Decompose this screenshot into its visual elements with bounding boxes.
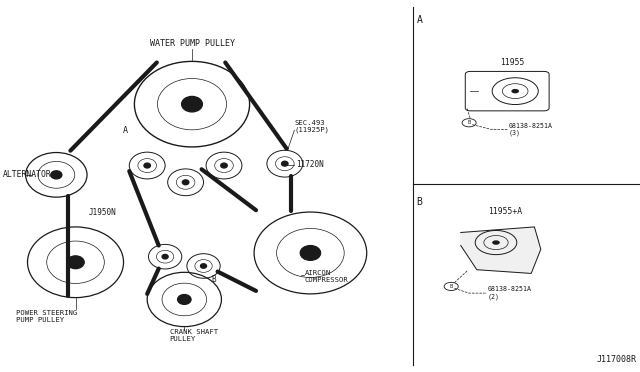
Ellipse shape xyxy=(511,89,519,93)
Text: 08138-8251A
(2): 08138-8251A (2) xyxy=(488,286,532,300)
Ellipse shape xyxy=(300,246,321,260)
Text: AIRCON
COMPRESSOR: AIRCON COMPRESSOR xyxy=(305,270,348,282)
Text: 08138-8251A
(3): 08138-8251A (3) xyxy=(509,123,553,136)
Ellipse shape xyxy=(221,163,227,168)
Ellipse shape xyxy=(144,163,150,168)
Text: J117008R: J117008R xyxy=(596,355,637,364)
Ellipse shape xyxy=(182,96,202,112)
Text: B: B xyxy=(211,275,216,284)
Text: J1950N: J1950N xyxy=(88,208,116,217)
Text: A: A xyxy=(123,126,128,135)
Ellipse shape xyxy=(162,254,168,259)
Text: CRANK SHAFT
PULLEY: CRANK SHAFT PULLEY xyxy=(170,329,218,342)
Text: 11955: 11955 xyxy=(500,58,524,67)
Text: WATER PUMP PULLEY: WATER PUMP PULLEY xyxy=(150,39,234,48)
Text: POWER STEERING
PUMP PULLEY: POWER STEERING PUMP PULLEY xyxy=(16,311,77,323)
Text: A: A xyxy=(417,15,422,25)
Text: 11955+A: 11955+A xyxy=(488,207,523,216)
Ellipse shape xyxy=(67,256,84,269)
Text: 11720N: 11720N xyxy=(296,160,323,169)
Ellipse shape xyxy=(200,264,207,268)
Ellipse shape xyxy=(182,180,189,185)
Ellipse shape xyxy=(178,295,191,304)
Text: ALTERNATOR: ALTERNATOR xyxy=(3,170,52,179)
Polygon shape xyxy=(461,227,541,273)
Ellipse shape xyxy=(282,161,288,166)
Ellipse shape xyxy=(492,240,500,245)
Text: SEC.493
(11925P): SEC.493 (11925P) xyxy=(294,120,330,133)
Text: B: B xyxy=(417,197,422,207)
Text: B: B xyxy=(467,120,471,125)
Text: B: B xyxy=(449,284,453,289)
Ellipse shape xyxy=(51,171,62,179)
